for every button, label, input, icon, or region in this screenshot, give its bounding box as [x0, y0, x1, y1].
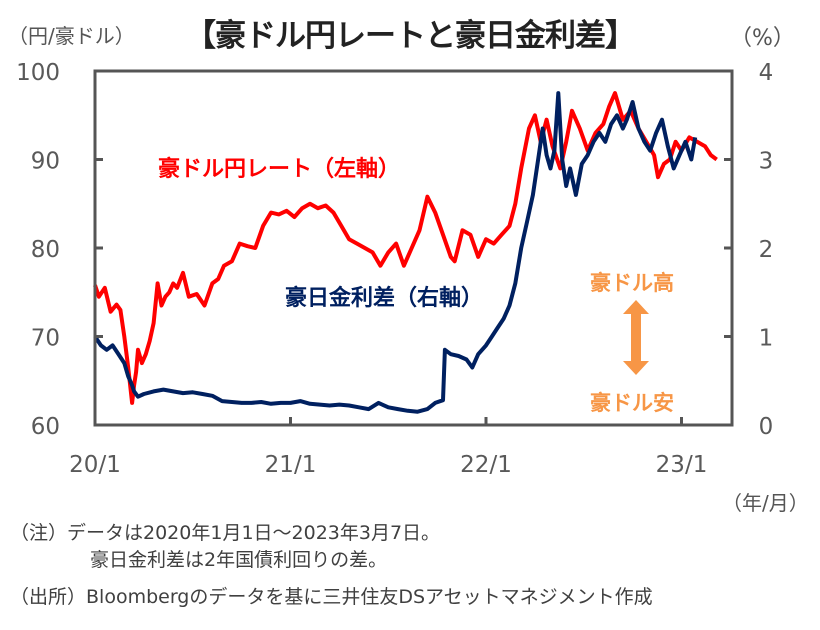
series-line-spread	[93, 91, 698, 414]
left-tick-label: 70	[31, 326, 60, 352]
right-tick-label: 0	[759, 414, 774, 440]
right-tick-label: 2	[759, 237, 774, 263]
source-line: （出所）Bloombergのデータを基に三井住友DSアセットマネジメント作成	[10, 586, 653, 608]
left-tick-label: 80	[31, 237, 60, 263]
left-tick-label: 90	[31, 149, 60, 175]
right-axis-unit-label: （%）	[730, 26, 795, 51]
left-tick-label: 100	[16, 60, 60, 86]
series-label-spread: 豪日金利差（右軸）	[285, 285, 483, 311]
note-line-1: （注）データは2020年1月1日～2023年3月7日。	[10, 522, 441, 544]
ticks-layer: 100 90 80 70 60 4 3 2 1 0 20/1 21/1 22/1 23/1	[16, 60, 773, 478]
right-tick-label: 1	[759, 326, 774, 352]
left-tick-label: 60	[31, 414, 60, 440]
series-layer	[93, 91, 718, 414]
labels-layer: 豪ドル円レート（左軸） 豪日金利差（右軸） 豪ドル高 豪ドル安 （年/月）	[158, 156, 809, 515]
x-tick-label: 20/1	[69, 452, 121, 478]
series-line-audjpy	[93, 91, 718, 405]
right-tick-label: 3	[759, 149, 774, 175]
x-tick-label: 22/1	[460, 452, 512, 478]
series-label-audjpy: 豪ドル円レート（左軸）	[158, 156, 400, 182]
chart-title: 【豪ドル円レートと豪日金利差】	[185, 18, 636, 54]
annotation-aud-low: 豪ドル安	[590, 391, 674, 415]
x-tick-label: 23/1	[656, 452, 708, 478]
right-tick-label: 4	[759, 60, 774, 86]
x-axis-unit-label: （年/月）	[722, 491, 809, 515]
double-arrow-icon	[623, 300, 649, 375]
annotation-aud-high: 豪ドル高	[590, 271, 674, 295]
left-axis-unit-label: （円/豪ドル）	[8, 24, 135, 48]
x-tick-label: 21/1	[265, 452, 317, 478]
note-line-2: 豪日金利差は2年国債利回りの差。	[90, 549, 388, 571]
